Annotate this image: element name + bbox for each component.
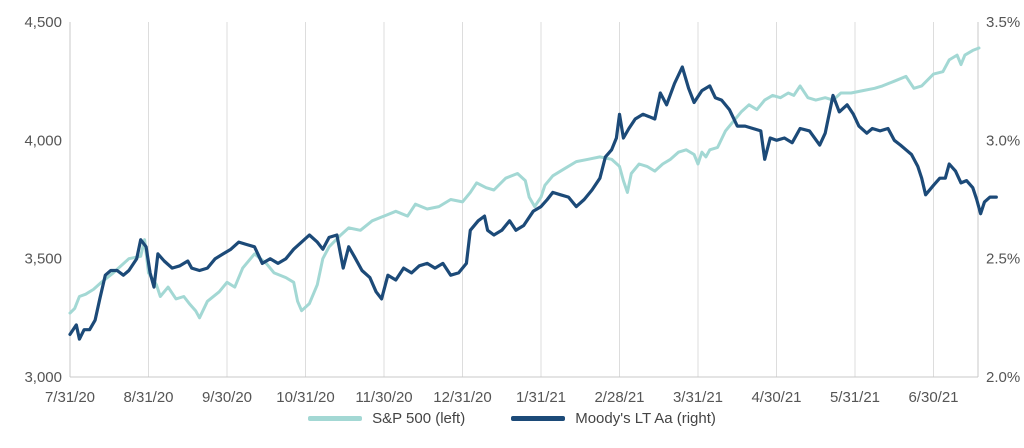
x-tick-label: 3/31/21 bbox=[673, 389, 723, 406]
left-tick-label: 4,500 bbox=[24, 14, 62, 31]
legend-swatch-sp500 bbox=[308, 416, 363, 421]
x-tick-label: 4/30/21 bbox=[751, 389, 801, 406]
legend-item-sp500: S&P 500 (left) bbox=[308, 410, 465, 427]
x-tick-label: 5/31/21 bbox=[830, 389, 880, 406]
series-line-sp500 bbox=[68, 46, 981, 320]
x-tick-label: 9/30/20 bbox=[202, 389, 252, 406]
left-tick-label: 3,500 bbox=[24, 251, 62, 268]
x-tick-label: 7/31/20 bbox=[45, 389, 95, 406]
x-tick-label: 1/31/21 bbox=[516, 389, 566, 406]
legend-swatch-moodys bbox=[511, 416, 566, 421]
left-tick-label: 4,000 bbox=[24, 132, 62, 149]
x-tick-label: 2/28/21 bbox=[594, 389, 644, 406]
x-tick-label: 10/31/20 bbox=[276, 389, 334, 406]
x-tick-label: 8/31/20 bbox=[123, 389, 173, 406]
legend: S&P 500 (left) Moody's LT Aa (right) bbox=[0, 410, 1024, 427]
right-tick-label: 3.0% bbox=[986, 132, 1020, 149]
right-tick-label: 2.0% bbox=[986, 369, 1020, 386]
line-chart: 3,000 3,500 4,000 4,500 2.0% 2.5% 3.0% 3.5% 7/31… bbox=[24, 14, 1020, 406]
left-tick-label: 3,000 bbox=[24, 369, 62, 386]
legend-label-sp500: S&P 500 (left) bbox=[372, 410, 466, 427]
legend-label-moodys: Moody's LT Aa (right) bbox=[575, 410, 716, 427]
legend-item-moodys: Moody's LT Aa (right) bbox=[511, 410, 716, 427]
x-tick-label: 11/30/20 bbox=[355, 389, 412, 406]
x-tick-label: 6/30/21 bbox=[908, 389, 958, 406]
right-tick-label: 2.5% bbox=[986, 251, 1020, 268]
series-line-moodys bbox=[68, 65, 998, 341]
right-tick-label: 3.5% bbox=[986, 14, 1020, 31]
x-tick-label: 12/31/20 bbox=[433, 389, 491, 406]
